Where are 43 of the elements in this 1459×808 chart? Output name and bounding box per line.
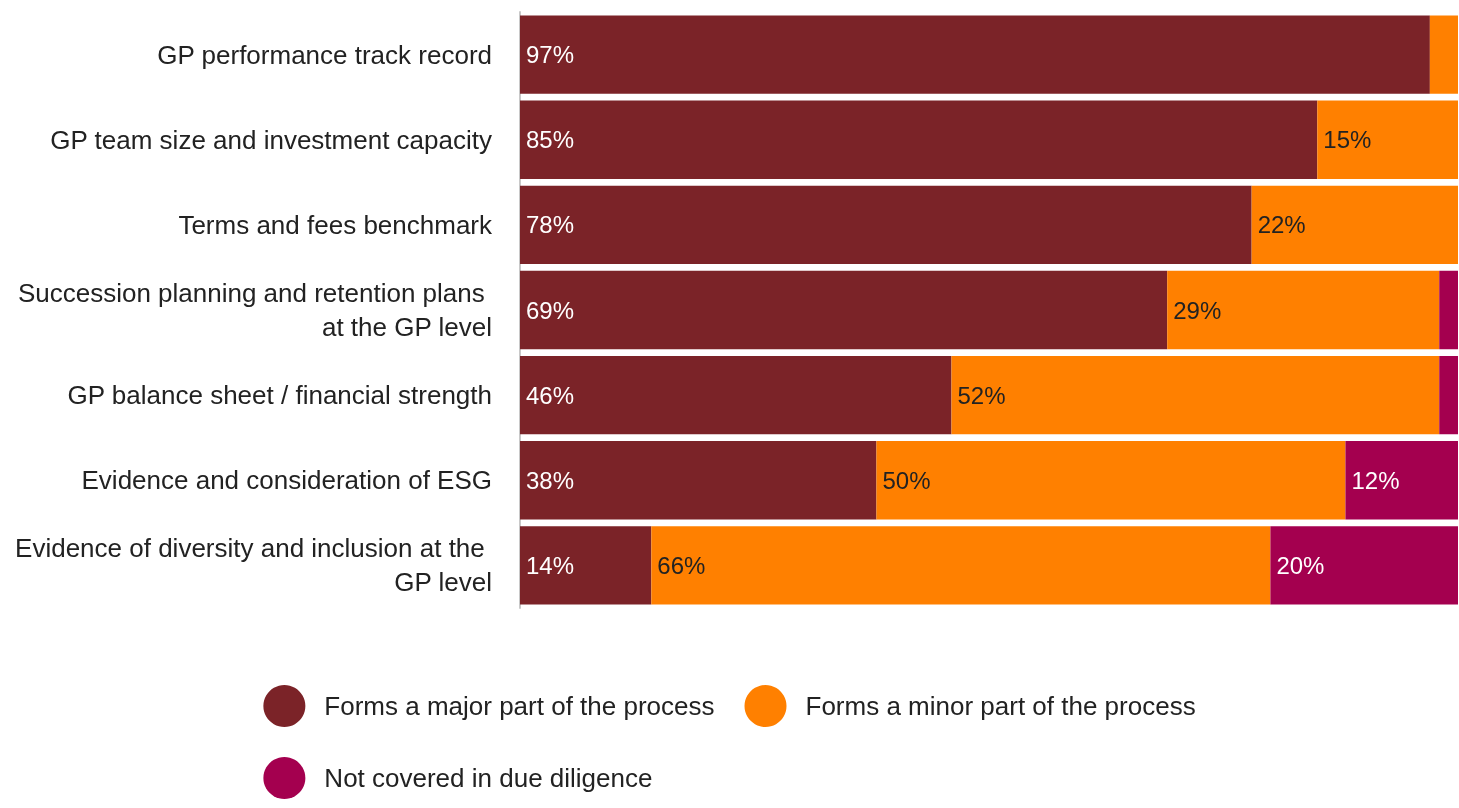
bar xyxy=(1270,526,1458,605)
data-label: 20% xyxy=(1276,551,1325,579)
data-label: 14% xyxy=(526,551,575,579)
data-label: 22% xyxy=(1257,211,1306,239)
data-label: 15% xyxy=(1323,126,1372,154)
legend-label: Not covered in due diligence xyxy=(324,763,653,793)
data-label: 52% xyxy=(957,381,1006,409)
data-label: 46% xyxy=(526,381,575,409)
bar xyxy=(951,355,1440,435)
bar xyxy=(520,100,1318,179)
data-label: 78% xyxy=(526,211,575,239)
bar xyxy=(520,270,1168,350)
bar xyxy=(520,15,1430,94)
bar xyxy=(1251,185,1458,265)
data-label: 29% xyxy=(1173,296,1222,324)
bar xyxy=(520,185,1252,265)
y-tick-label: GP team size and investment capacity xyxy=(50,124,492,155)
bar xyxy=(520,355,952,435)
data-label: 38% xyxy=(526,466,575,494)
legend-label: Forms a major part of the process xyxy=(324,691,715,721)
bar xyxy=(651,526,1271,605)
data-label: 85% xyxy=(526,126,575,154)
data-label: 69% xyxy=(526,296,575,324)
bar xyxy=(1167,270,1440,350)
bar xyxy=(1439,355,1458,435)
bar xyxy=(520,526,652,605)
data-label: 66% xyxy=(657,551,706,579)
y-tick-label: Evidence and consideration of ESG xyxy=(81,465,492,496)
data-label: 12% xyxy=(1351,466,1400,494)
bar xyxy=(876,441,1346,520)
y-tick-label: Evidence of diversity and inclusion at the GP level xyxy=(15,533,492,598)
legend-label: Forms a minor part of the process xyxy=(805,691,1196,721)
bar xyxy=(1317,100,1458,179)
data-label: 50% xyxy=(882,466,931,494)
bar xyxy=(1429,15,1458,94)
data-label: 97% xyxy=(526,41,575,69)
y-tick-label: Terms and fees benchmark xyxy=(178,209,493,240)
bar xyxy=(1439,270,1458,350)
y-tick-label: GP performance track record xyxy=(157,39,492,70)
y-tick-label: GP balance sheet / financial strength xyxy=(67,380,492,411)
y-tick-label: Succession planning and retention plans at the GP level xyxy=(17,278,492,342)
bar xyxy=(520,441,877,520)
bar xyxy=(1345,441,1458,520)
